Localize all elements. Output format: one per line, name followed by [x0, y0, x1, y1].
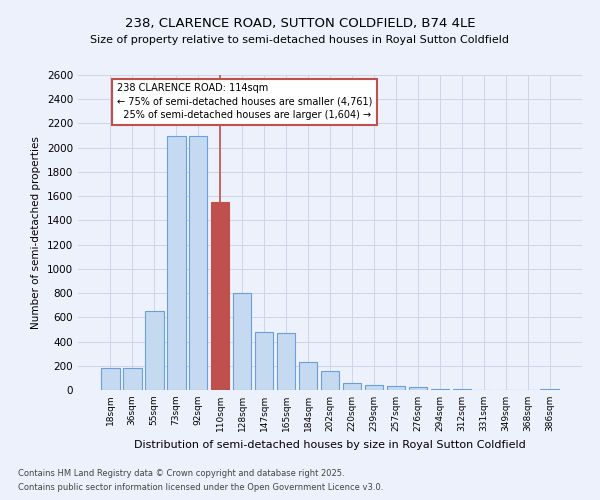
Bar: [123, 368, 142, 390]
Bar: [145, 311, 164, 390]
X-axis label: Distribution of semi-detached houses by size in Royal Sutton Coldfield: Distribution of semi-detached houses by …: [134, 440, 526, 450]
Bar: [255, 332, 274, 390]
Bar: [431, 389, 449, 390]
Bar: [277, 333, 295, 390]
Text: 238, CLARENCE ROAD, SUTTON COLDFIELD, B74 4LE: 238, CLARENCE ROAD, SUTTON COLDFIELD, B7…: [125, 18, 475, 30]
Bar: [211, 202, 229, 390]
Bar: [299, 362, 317, 390]
Text: Contains HM Land Registry data © Crown copyright and database right 2025.: Contains HM Land Registry data © Crown c…: [18, 468, 344, 477]
Bar: [320, 370, 340, 390]
Bar: [101, 368, 119, 390]
Bar: [409, 387, 427, 390]
Bar: [233, 293, 251, 390]
Bar: [189, 136, 208, 390]
Text: Contains public sector information licensed under the Open Government Licence v3: Contains public sector information licen…: [18, 484, 383, 492]
Text: Size of property relative to semi-detached houses in Royal Sutton Coldfield: Size of property relative to semi-detach…: [91, 35, 509, 45]
Bar: [386, 386, 405, 390]
Bar: [167, 136, 185, 390]
Text: 238 CLARENCE ROAD: 114sqm
← 75% of semi-detached houses are smaller (4,761)
  25: 238 CLARENCE ROAD: 114sqm ← 75% of semi-…: [117, 84, 372, 120]
Y-axis label: Number of semi-detached properties: Number of semi-detached properties: [31, 136, 41, 329]
Bar: [365, 384, 383, 390]
Bar: [343, 384, 361, 390]
